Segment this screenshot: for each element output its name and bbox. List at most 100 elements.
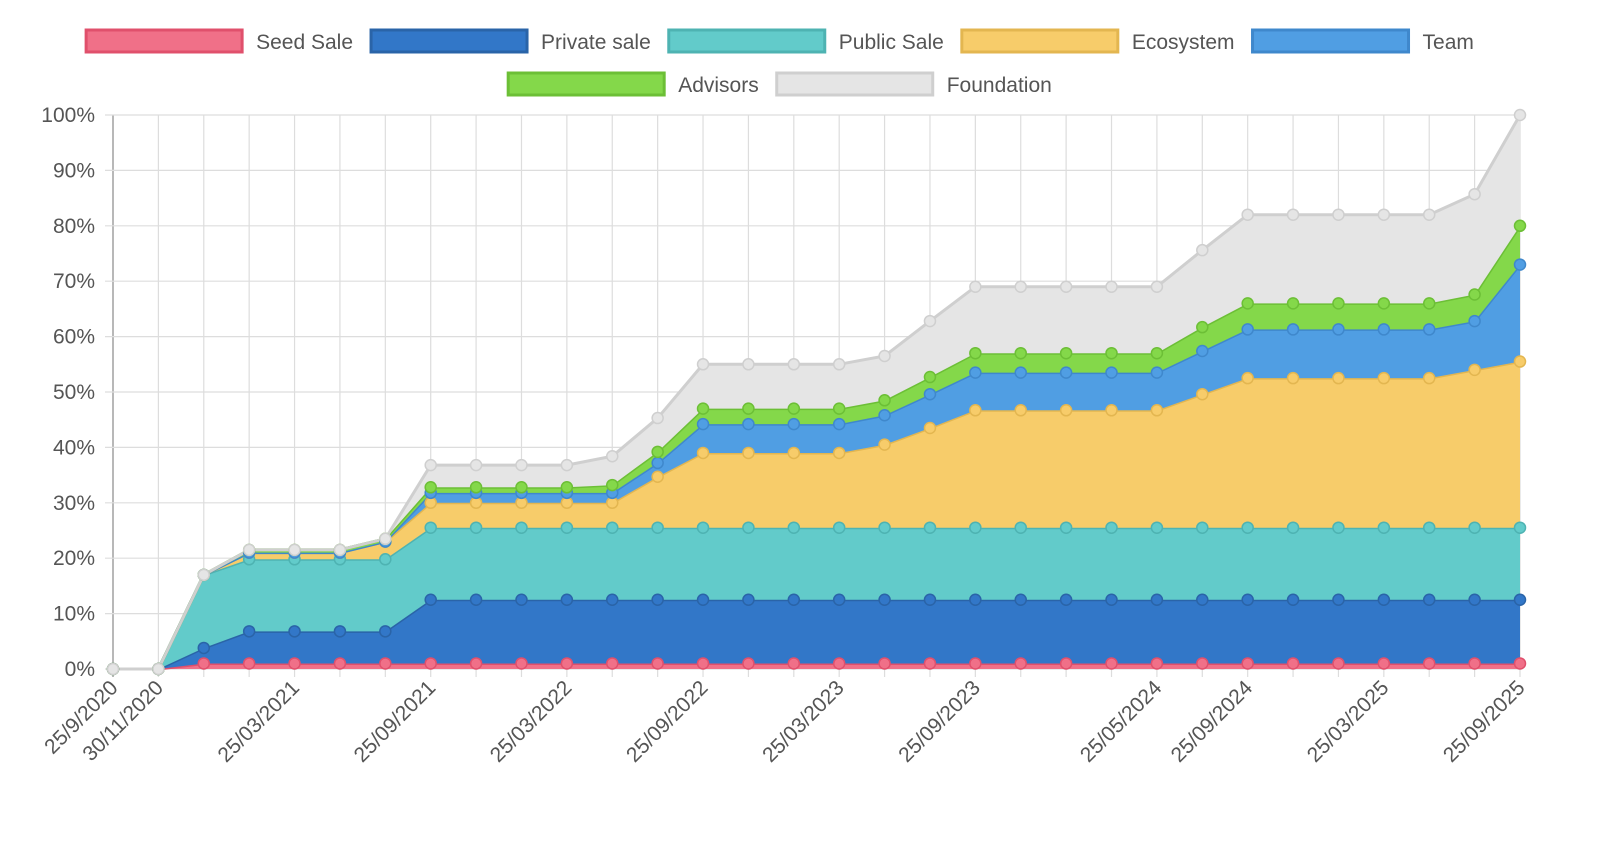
point [1014,366,1027,379]
legend-swatch [84,28,244,54]
legend-swatch [1251,28,1411,54]
point [1422,521,1436,534]
point [1377,657,1391,670]
x-tick-label: 25/09/2022 [622,676,713,767]
point [1332,297,1345,310]
point [379,625,392,638]
point [424,481,437,494]
x-tick-label: 25/05/2024 [1076,676,1167,767]
legend-swatch [775,71,935,97]
point [560,458,574,472]
point [1286,593,1300,606]
point [1014,346,1027,360]
point [1377,323,1391,336]
legend-item: Team [1251,28,1474,54]
point [696,657,710,670]
x-tick-label: 25/09/2024 [1167,676,1258,767]
y-tick-label: 60% [53,326,95,349]
point [1286,208,1300,221]
point [379,657,392,670]
point [696,417,710,431]
legend-label: Foundation [947,74,1052,97]
point [1468,593,1481,606]
legend-label: Ecosystem [1132,31,1235,54]
point [1105,521,1118,534]
point [651,470,664,484]
point [1059,404,1073,417]
legend-item: Private sale [369,28,651,54]
point [1196,657,1209,670]
point [969,366,982,379]
point [1332,521,1345,534]
point [1059,366,1073,379]
point [742,417,755,431]
point [1196,593,1209,606]
point [606,521,619,534]
legend-label: Private sale [541,31,651,54]
point [469,521,483,534]
point [1150,521,1164,534]
legend-swatch [369,28,529,54]
point [969,593,982,606]
y-tick-label: 80% [53,215,95,238]
y-tick-label: 40% [53,436,95,459]
y-tick-label: 10% [53,603,95,626]
point [1059,346,1073,360]
point [787,358,801,371]
area [113,115,1520,669]
legend-item: Public Sale [667,28,944,54]
point [1150,346,1164,360]
point [1241,208,1254,221]
point [787,593,801,606]
point [923,421,937,435]
point [878,394,891,407]
point [606,450,619,463]
point [469,481,483,494]
legend-item: Seed Sale [84,28,353,54]
point [832,417,846,431]
legend-swatch [667,28,827,54]
point [1422,208,1436,221]
point [1513,219,1527,233]
point [651,657,664,670]
point [1150,657,1164,670]
point [651,521,664,534]
point [469,593,483,606]
point [1513,521,1527,534]
point [787,521,801,534]
point [651,411,664,425]
y-tick-label: 100% [41,104,95,127]
point [424,657,437,670]
point [560,521,574,534]
point [1513,108,1527,122]
point [197,657,211,670]
point [424,458,437,472]
point [424,593,437,606]
point [742,402,755,415]
point [1014,404,1027,417]
point [923,387,937,401]
point [379,532,392,546]
point [1377,297,1391,310]
point [1468,657,1481,670]
point [606,593,619,606]
point [1332,657,1345,670]
legend: Seed Sale Private sale Public Sale Ecosyste… [84,28,1474,97]
point [152,662,165,676]
point [288,625,301,638]
point [197,641,211,655]
point [1286,323,1300,336]
point [1332,323,1345,336]
point [1150,404,1164,417]
point [1105,593,1118,606]
area [113,599,1520,669]
point [696,358,710,371]
point [1332,208,1345,221]
point [1422,371,1436,385]
point [1059,593,1073,606]
legend-swatch [506,71,666,97]
legend-label: Public Sale [839,31,944,54]
point [1286,521,1300,534]
point [878,593,891,606]
